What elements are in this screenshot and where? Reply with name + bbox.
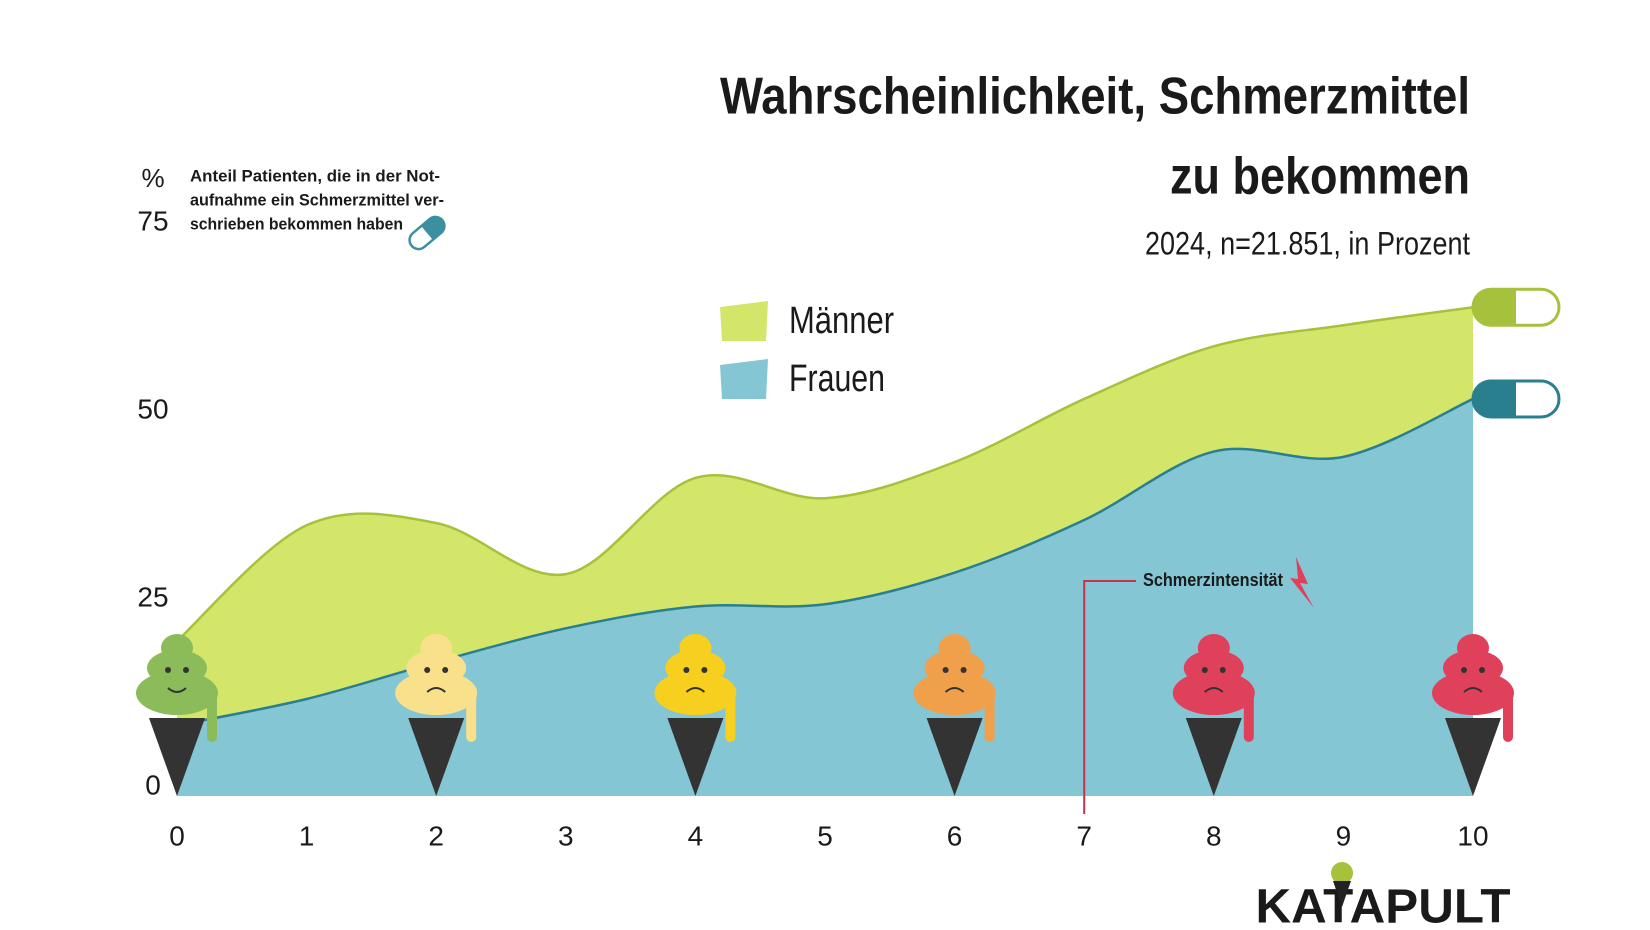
legend-swatch bbox=[720, 359, 768, 399]
y-unit: % bbox=[141, 163, 164, 193]
eye bbox=[1219, 667, 1226, 673]
scoop bbox=[406, 650, 467, 686]
eye bbox=[442, 667, 449, 673]
ice-cream-icon bbox=[395, 634, 478, 796]
mouth bbox=[167, 687, 187, 693]
eye bbox=[1461, 667, 1467, 673]
x-tick-label: 1 bbox=[299, 820, 315, 851]
cone bbox=[667, 718, 724, 796]
logo: KATAPULT bbox=[1256, 881, 1511, 930]
bolt-icon bbox=[1290, 557, 1314, 608]
mouth bbox=[944, 687, 965, 693]
x-tick-label: 4 bbox=[688, 820, 704, 851]
scoop bbox=[913, 671, 996, 715]
eye bbox=[1479, 667, 1485, 673]
scoop bbox=[1183, 650, 1244, 686]
note: Anteil Patienten, die in der Not- bbox=[190, 166, 440, 185]
x-tick-label: 7 bbox=[1076, 820, 1092, 851]
eye bbox=[701, 667, 708, 673]
mouth bbox=[685, 687, 706, 693]
mouth bbox=[1463, 687, 1483, 693]
y-tick-label: 50 bbox=[137, 393, 168, 424]
ice-cream-icon bbox=[1172, 634, 1255, 796]
drip bbox=[984, 690, 995, 742]
eye bbox=[683, 667, 690, 673]
scoop bbox=[420, 634, 453, 662]
ice-cream-icon bbox=[136, 634, 218, 796]
drip bbox=[466, 690, 477, 742]
x-tick-label: 0 bbox=[169, 820, 185, 851]
scoop bbox=[1457, 634, 1489, 662]
logo-icon bbox=[1331, 862, 1353, 907]
scoop bbox=[938, 634, 971, 662]
ice-cream-icon bbox=[1432, 634, 1514, 796]
cone bbox=[1445, 718, 1501, 796]
pill-icon bbox=[1471, 287, 1561, 327]
cone bbox=[408, 718, 465, 796]
plot bbox=[176, 305, 1474, 796]
cone bbox=[149, 718, 205, 796]
eye bbox=[165, 667, 171, 673]
annotation-label: Schmerzintensität bbox=[1143, 570, 1283, 590]
cone bbox=[926, 718, 983, 796]
scoop bbox=[147, 650, 207, 686]
pill-half bbox=[1473, 380, 1516, 417]
annotation-line bbox=[1083, 580, 1136, 814]
drip bbox=[725, 690, 736, 742]
eye bbox=[424, 667, 431, 673]
scoop bbox=[924, 650, 985, 686]
x-tick-label: 3 bbox=[558, 820, 574, 851]
scoop bbox=[1172, 671, 1255, 715]
scoop bbox=[679, 634, 712, 662]
legend-swatch bbox=[720, 301, 768, 341]
chart-title: Wahrscheinlichkeit, Schmerzmittel bbox=[720, 68, 1470, 126]
x-tick-label: 6 bbox=[947, 820, 963, 851]
eye bbox=[183, 667, 189, 673]
eye bbox=[1201, 667, 1208, 673]
subtitle: 2024, n=21.851, in Prozent bbox=[1145, 225, 1470, 261]
y-tick-label: 75 bbox=[137, 205, 168, 236]
scoop bbox=[1443, 650, 1503, 686]
cone bbox=[1185, 718, 1242, 796]
drip bbox=[1243, 690, 1254, 742]
ice-cream-icon bbox=[654, 634, 737, 796]
scoop bbox=[665, 650, 726, 686]
decorations bbox=[136, 634, 1514, 796]
ice-cream-icon bbox=[913, 634, 996, 796]
line bbox=[176, 305, 1474, 643]
x-tick-label: 8 bbox=[1206, 820, 1222, 851]
mouth bbox=[426, 687, 446, 693]
drip bbox=[1503, 690, 1513, 742]
mouth bbox=[1204, 687, 1224, 693]
scoop bbox=[1197, 634, 1230, 662]
scoop bbox=[395, 671, 478, 715]
area bbox=[177, 398, 1473, 796]
x-tick-label: 10 bbox=[1457, 820, 1488, 851]
y-tick-label: 25 bbox=[137, 581, 168, 612]
note: aufnahme ein Schmerzmittel ver- bbox=[190, 190, 444, 209]
pill-half bbox=[1473, 289, 1516, 326]
x-tick-label: 5 bbox=[817, 820, 833, 851]
chart-title: zu bekommen bbox=[1170, 148, 1470, 206]
x-tick-label: 2 bbox=[428, 820, 444, 851]
drip bbox=[207, 690, 217, 742]
scoop bbox=[654, 671, 737, 715]
x-tick-label: 9 bbox=[1336, 820, 1352, 851]
eye bbox=[942, 667, 949, 673]
legend-label: Frauen bbox=[789, 358, 885, 400]
y-tick-label: 0 bbox=[145, 769, 161, 800]
note: schrieben bekommen haben bbox=[190, 214, 403, 233]
line bbox=[176, 397, 1474, 727]
pill-icon bbox=[408, 215, 446, 251]
eye bbox=[960, 667, 967, 673]
scoop bbox=[1432, 671, 1514, 715]
pill-icon bbox=[1471, 379, 1561, 419]
legend-label: Männer bbox=[789, 300, 894, 342]
scoop bbox=[161, 634, 193, 662]
